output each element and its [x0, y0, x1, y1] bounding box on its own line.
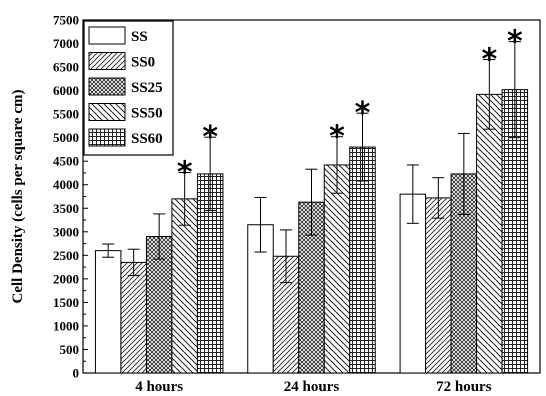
- significance-star: *: [507, 25, 523, 60]
- x-tick-label: 24 hours: [284, 379, 340, 395]
- bar-ss50-2: [476, 93, 503, 374]
- legend-swatch-ss25: [88, 77, 126, 96]
- legend-label-ss0: SS0: [131, 55, 155, 71]
- bar-ss0-2: [425, 197, 452, 374]
- bar-ss50-0: [171, 198, 198, 374]
- significance-star: *: [481, 43, 497, 78]
- y-tick-label: 5500: [53, 107, 79, 122]
- significance-star: *: [202, 120, 218, 155]
- y-tick-label: 6500: [53, 60, 79, 75]
- legend-swatch-ss50: [88, 103, 126, 121]
- y-tick-label: 4500: [53, 154, 79, 169]
- bar-ss50-1: [323, 164, 351, 374]
- legend-label-ss: SS: [131, 29, 148, 45]
- significance-star: *: [329, 120, 345, 155]
- legend-swatch-ss: [88, 26, 126, 45]
- y-tick-label: 500: [60, 342, 80, 357]
- axes: 0 500 1000 1500 2000 2500 3000 3500 4000 4500 5000…: [10, 13, 541, 395]
- bar-ss-2: [399, 193, 427, 374]
- legend-label-ss50: SS50: [131, 106, 163, 122]
- x-tick-label: 4 hours: [135, 379, 183, 395]
- y-axis-title: Cell Density (cells per square cm): [10, 90, 26, 304]
- y-tick-label: 7000: [53, 36, 79, 51]
- y-tick-label: 4000: [53, 177, 79, 192]
- y-tick-label: 7500: [53, 13, 79, 28]
- y-tick-label: 1500: [53, 295, 79, 310]
- x-tick-label: 72 hours: [436, 379, 492, 395]
- bars-layer: * * * * * *: [94, 25, 529, 374]
- y-tick-label: 6000: [53, 83, 79, 98]
- bar-ss-0: [94, 250, 122, 374]
- legend-label-ss25: SS25: [131, 80, 163, 96]
- legend-swatch-ss60: [88, 128, 126, 147]
- y-tick-label: 1000: [53, 318, 79, 333]
- significance-star: *: [177, 155, 193, 190]
- legend-swatch-ss0: [88, 52, 126, 70]
- y-tick-label: 3500: [53, 201, 79, 216]
- y-tick-label: 5000: [53, 130, 79, 145]
- legend: SS SS0 SS25 SS50 SS60: [83, 20, 174, 156]
- y-tick-label: 2000: [53, 271, 79, 286]
- y-tick-label: 2500: [53, 248, 79, 263]
- bar-ss0-0: [120, 261, 147, 374]
- bar-ss60-1: [349, 146, 376, 374]
- y-tick-label: 3000: [53, 224, 79, 239]
- significance-star: *: [355, 96, 371, 131]
- y-tick-label: 0: [73, 366, 80, 381]
- legend-label-ss60: SS60: [131, 131, 163, 147]
